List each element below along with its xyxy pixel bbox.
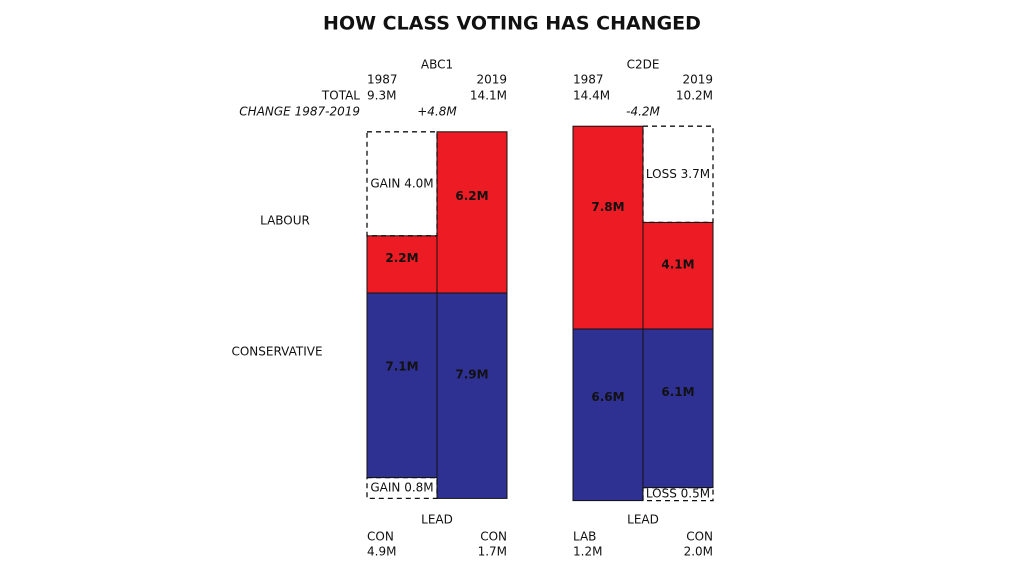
- bar-segment: [436, 292, 508, 499]
- lead-value: 2.0M: [684, 545, 713, 559]
- total-label: 14.1M: [470, 89, 507, 103]
- segment-label: 2.2M: [385, 251, 418, 265]
- segment-label: 7.9M: [455, 368, 488, 382]
- lead-party: CON: [480, 530, 507, 544]
- lead-party: LAB: [573, 530, 596, 544]
- row-label: TOTAL: [321, 89, 360, 103]
- row-label: LABOUR: [260, 214, 310, 228]
- year-label: 1987: [367, 73, 398, 87]
- row-label: CONSERVATIVE: [231, 345, 322, 359]
- panel-title: ABC1: [421, 58, 453, 72]
- lead-value: 1.2M: [573, 545, 602, 559]
- change-label: +4.8M: [417, 105, 457, 119]
- bar-segment: [572, 328, 644, 502]
- difference-box: [366, 476, 438, 500]
- segment-label: 6.2M: [455, 189, 488, 203]
- chart-title: HOW CLASS VOTING HAS CHANGED: [323, 13, 701, 35]
- segment-label: 6.6M: [591, 390, 624, 404]
- panel-title: C2DE: [627, 58, 660, 72]
- bar-segment: [366, 235, 438, 294]
- lead-title: LEAD: [421, 513, 453, 527]
- bar-segment: [436, 131, 508, 294]
- segment-label: 7.8M: [591, 200, 624, 214]
- change-label: -4.2M: [626, 105, 660, 119]
- lead-title: LEAD: [627, 513, 659, 527]
- bar-segment: [572, 125, 644, 330]
- bar-segment: [642, 328, 714, 489]
- lead-party: CON: [686, 530, 713, 544]
- difference-label: GAIN 0.8M: [370, 481, 433, 495]
- row-label: CHANGE 1987-2019: [239, 105, 360, 119]
- lead-value: 4.9M: [367, 545, 396, 559]
- total-label: 14.4M: [573, 89, 610, 103]
- segment-label: 6.1M: [661, 385, 694, 399]
- segment-label: 4.1M: [661, 258, 694, 272]
- difference-label: LOSS 0.5M: [646, 487, 710, 501]
- lead-party: CON: [367, 530, 394, 544]
- year-label: 1987: [573, 73, 604, 87]
- bar-segment: [366, 292, 438, 479]
- difference-label: LOSS 3.7M: [646, 167, 710, 181]
- difference-label: GAIN 4.0M: [370, 176, 433, 190]
- year-label: 2019: [682, 73, 713, 87]
- total-label: 9.3M: [367, 89, 396, 103]
- difference-box: [366, 131, 438, 237]
- year-label: 2019: [476, 73, 507, 87]
- total-label: 10.2M: [676, 89, 713, 103]
- bar-segment: [642, 221, 714, 330]
- difference-box: [642, 125, 714, 224]
- lead-value: 1.7M: [478, 545, 507, 559]
- difference-box: [642, 486, 714, 502]
- segment-label: 7.1M: [385, 359, 418, 373]
